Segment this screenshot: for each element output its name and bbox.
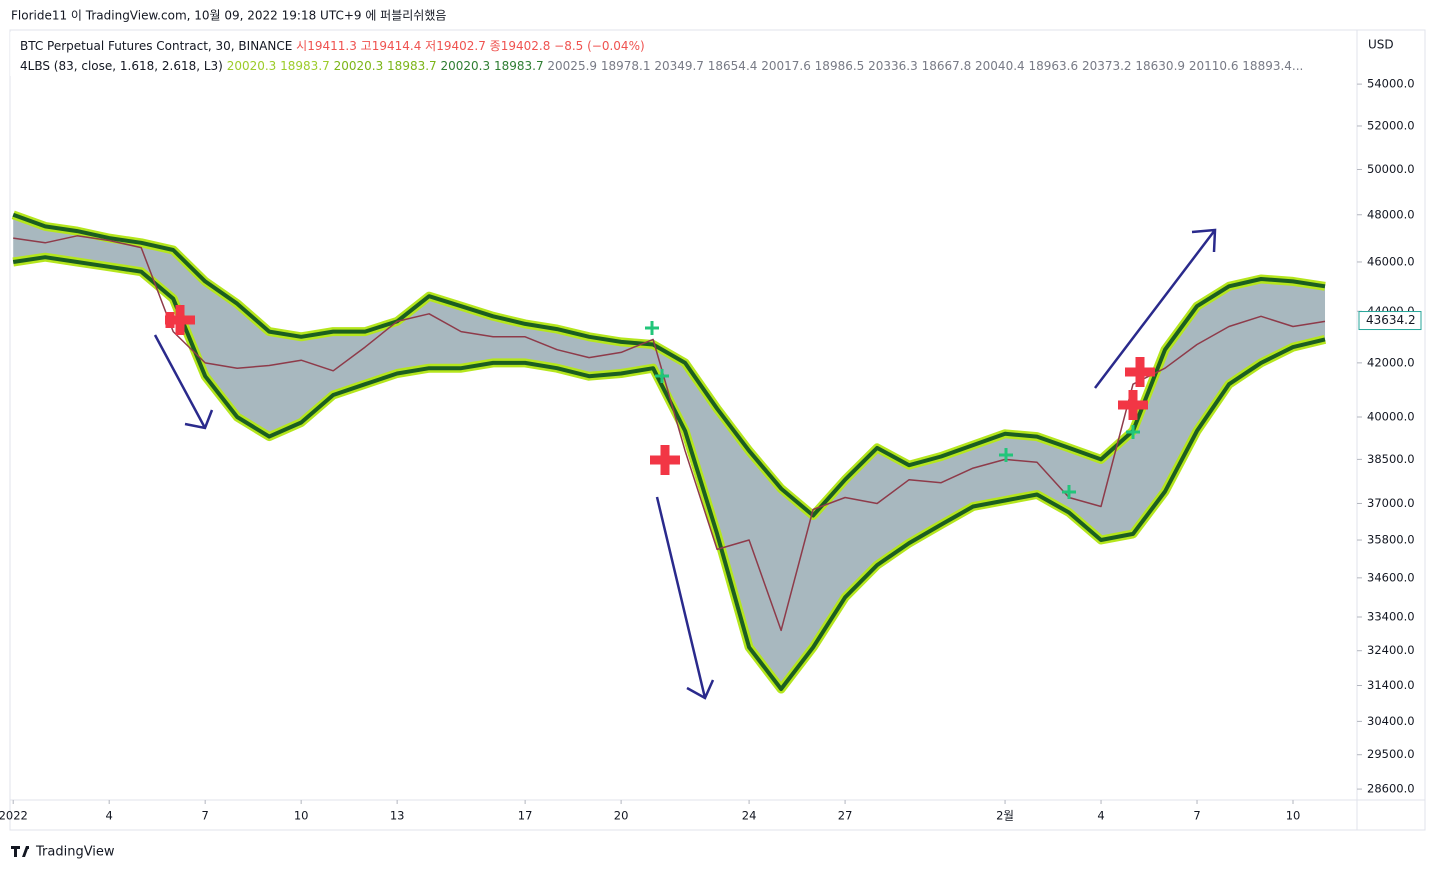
buy-signal [999,448,1013,462]
indicator-value: 18983.7 [387,59,437,73]
x-tick-label: 13 [390,809,405,823]
ohlc-label: 시 [296,39,307,53]
indicator-value: 18978.1 [601,59,651,73]
axis-unit: USD [1368,38,1394,52]
ohlc-value: 19414.4 [372,39,422,53]
y-tick-label: 30400.0 [1367,714,1415,728]
indicator-value: 18667.8 [922,59,972,73]
footer-brand: TradingView [35,845,115,860]
y-tick-label: 50000.0 [1367,162,1415,176]
sell-signal [1118,390,1148,420]
buy-signal [1126,425,1140,439]
y-tick-label: 42000.0 [1367,355,1415,369]
ohlc: 시19411.3 고19414.4 저19402.7 종19402.8 −8.5… [296,39,645,53]
indicator-value: 20110.6 [1189,59,1239,73]
buy-signal [1062,485,1076,499]
y-tick-label: 38500.0 [1367,452,1415,466]
band-line [12,212,1326,518]
y-tick-label: 40000.0 [1367,409,1415,423]
x-tick-label: 4 [106,809,113,823]
indicator-value: 20020.3 [441,59,491,73]
indicator-value: 20336.3 [868,59,918,73]
indicator-value: 20020.3 [334,59,384,73]
ohlc-label: 고 [361,39,372,53]
y-tick-label: 31400.0 [1367,678,1415,692]
y-tick-label: 52000.0 [1367,118,1415,132]
ohlc-value: 19411.3 [307,39,357,53]
x-tick-label: 7 [202,809,209,823]
legend-title: BTC Perpetual Futures Contract, 30, BINA… [20,39,645,53]
indicator-legend: 4LBS (83, close, 1.618, 2.618, L3) 20020… [20,59,1303,73]
last-price-tag [1358,311,1422,331]
y-tick-label: 34600.0 [1367,570,1415,584]
x-tick-label: 10 [1286,809,1301,823]
annotations [153,228,1217,700]
indicator-value: 20373.2 [1082,59,1132,73]
arrow [153,334,214,430]
indicator-value: 18983.7 [494,59,544,73]
x-tick-label: 2022 [0,809,28,823]
last-price-label: 43634.2 [1366,313,1416,327]
y-tick-label: 32400.0 [1367,643,1415,657]
symbol: BTC Perpetual Futures Contract, 30, BINA… [20,39,292,53]
x-tick-label: 20 [614,809,629,823]
x-tick-label: 2월 [996,809,1014,823]
chart-frame [9,29,1426,831]
buy-signal [655,369,669,383]
indicator-label: 4LBS (83, close, 1.618, 2.618, L3) [20,59,223,73]
y-tick-label: 46000.0 [1367,254,1415,268]
arrow [1094,228,1217,389]
ohlc-value: 19402.7 [436,39,486,53]
buy-signal [645,321,659,335]
y-tick-label: 35800.0 [1367,533,1415,547]
y-tick-label: 37000.0 [1367,496,1415,510]
indicator-value: 18893.4... [1242,59,1303,73]
indicator-value: 20349.7 [654,59,704,73]
y-tick-label: 28600.0 [1367,782,1415,796]
y-tick-label: 54000.0 [1367,77,1415,91]
ohlc-label: 저 [425,39,436,53]
arrow [655,496,715,700]
x-tick-label: 17 [518,809,533,823]
x-tick-label: 10 [294,809,309,823]
publish-line: Floride11 이 TradingView.com, 10월 09, 202… [11,9,446,23]
x-tick-label: 4 [1097,809,1104,823]
legend-bg [10,32,670,76]
indicator-value: 18654.4 [708,59,758,73]
sell-signal [165,305,195,335]
indicator-value: 20025.9 [547,59,597,73]
sell-signal [1125,357,1155,387]
y-tick-label: 48000.0 [1367,207,1415,221]
sell-signal [650,445,680,475]
plot [11,210,1327,694]
ohlc-change: −8.5 (−0.04%) [554,39,645,53]
y-tick-label: 29500.0 [1367,747,1415,761]
price-line [13,235,1326,632]
ohlc-label: 종 [490,39,501,53]
indicator-value: 18630.9 [1135,59,1185,73]
indicator-value: 20040.4 [975,59,1025,73]
x-tick-label: 24 [742,809,757,823]
indicator-value: 20020.3 [227,59,277,73]
axes: 54000.0 52000.0 50000.0 48000.0 46000.0 4 4000… [0,77,1415,823]
indicator-value: 18963.6 [1028,59,1078,73]
y-tick-label: 33400.0 [1367,609,1415,623]
band-line [12,255,1326,691]
x-tick-label: 7 [1193,809,1200,823]
indicator-value: 20017.6 [761,59,811,73]
indicator-value: 18983.7 [280,59,330,73]
indicator-value: 18986.5 [815,59,865,73]
ohlc-value: 19402.8 [501,39,551,53]
x-tick-label: 27 [838,809,853,823]
footer-logo [11,846,29,857]
